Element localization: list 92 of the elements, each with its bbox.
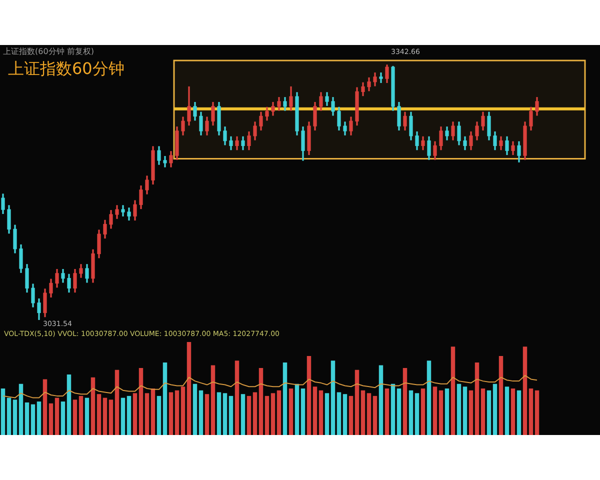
bar xyxy=(252,392,258,435)
bar xyxy=(234,360,240,435)
bar xyxy=(246,396,252,435)
bar xyxy=(408,390,414,435)
bar xyxy=(300,388,306,435)
bar xyxy=(204,394,210,435)
bar xyxy=(270,393,276,435)
bar xyxy=(30,404,36,435)
bar xyxy=(180,386,186,435)
bar xyxy=(366,393,372,435)
bar xyxy=(288,388,294,435)
bar xyxy=(492,384,498,435)
bar xyxy=(474,362,480,435)
bar xyxy=(444,388,450,435)
bar xyxy=(420,388,426,435)
bar xyxy=(222,393,228,435)
bar xyxy=(438,390,444,435)
bar xyxy=(324,393,330,435)
bar xyxy=(336,392,342,435)
bar xyxy=(312,386,318,435)
bar xyxy=(282,362,288,435)
bar xyxy=(18,384,24,435)
bar xyxy=(360,390,366,435)
bar xyxy=(480,388,486,435)
bar xyxy=(342,394,348,435)
bar xyxy=(306,356,312,435)
bar xyxy=(54,398,60,435)
bar xyxy=(84,398,90,435)
bar xyxy=(468,390,474,435)
bar xyxy=(150,388,156,435)
bar xyxy=(78,396,84,435)
bar xyxy=(66,374,72,435)
bar xyxy=(414,393,420,435)
bar xyxy=(72,400,78,435)
bar xyxy=(390,384,396,435)
bar xyxy=(162,362,168,435)
bar xyxy=(432,386,438,435)
bar xyxy=(126,396,132,435)
bar xyxy=(132,393,138,435)
bar xyxy=(102,398,108,435)
bar xyxy=(318,390,324,435)
bar xyxy=(294,384,300,435)
bar xyxy=(456,384,462,435)
bar xyxy=(120,398,126,435)
bar xyxy=(372,396,378,435)
bar xyxy=(510,388,516,435)
bar xyxy=(42,379,48,435)
bar xyxy=(522,346,528,435)
bar xyxy=(384,388,390,435)
bar xyxy=(486,390,492,435)
bar xyxy=(90,377,96,435)
bar xyxy=(354,370,360,435)
bar xyxy=(498,356,504,435)
bar xyxy=(24,402,30,435)
bar xyxy=(96,394,102,435)
bar xyxy=(48,403,54,435)
bar xyxy=(210,365,216,435)
bar xyxy=(144,393,150,435)
bar xyxy=(240,394,246,435)
bar xyxy=(60,402,66,435)
bar xyxy=(378,365,384,435)
bar xyxy=(330,360,336,435)
bar xyxy=(108,400,114,435)
bar xyxy=(6,398,12,435)
bar xyxy=(462,386,468,435)
bar xyxy=(12,400,18,435)
bar xyxy=(0,388,6,435)
bar xyxy=(258,368,264,435)
bar xyxy=(228,396,234,435)
bar xyxy=(396,388,402,435)
bar xyxy=(216,392,222,435)
bar xyxy=(276,390,282,435)
bar xyxy=(156,396,162,435)
chart-subtitle: 上证指数(60分钟 前复权) xyxy=(3,46,94,57)
bar xyxy=(36,402,42,435)
bar xyxy=(528,388,534,435)
bar xyxy=(168,392,174,435)
bar xyxy=(348,396,354,435)
bar xyxy=(426,360,432,435)
bar xyxy=(198,390,204,435)
bar xyxy=(186,342,192,435)
bar xyxy=(264,396,270,435)
bar xyxy=(402,368,408,435)
bar xyxy=(534,390,540,435)
bar xyxy=(138,368,144,435)
bar xyxy=(114,370,120,435)
bar xyxy=(192,384,198,435)
bar xyxy=(516,390,522,435)
bar xyxy=(174,390,180,435)
bar xyxy=(504,386,510,435)
bar xyxy=(450,346,456,435)
chart-title: 上证指数60分钟 xyxy=(8,59,124,80)
